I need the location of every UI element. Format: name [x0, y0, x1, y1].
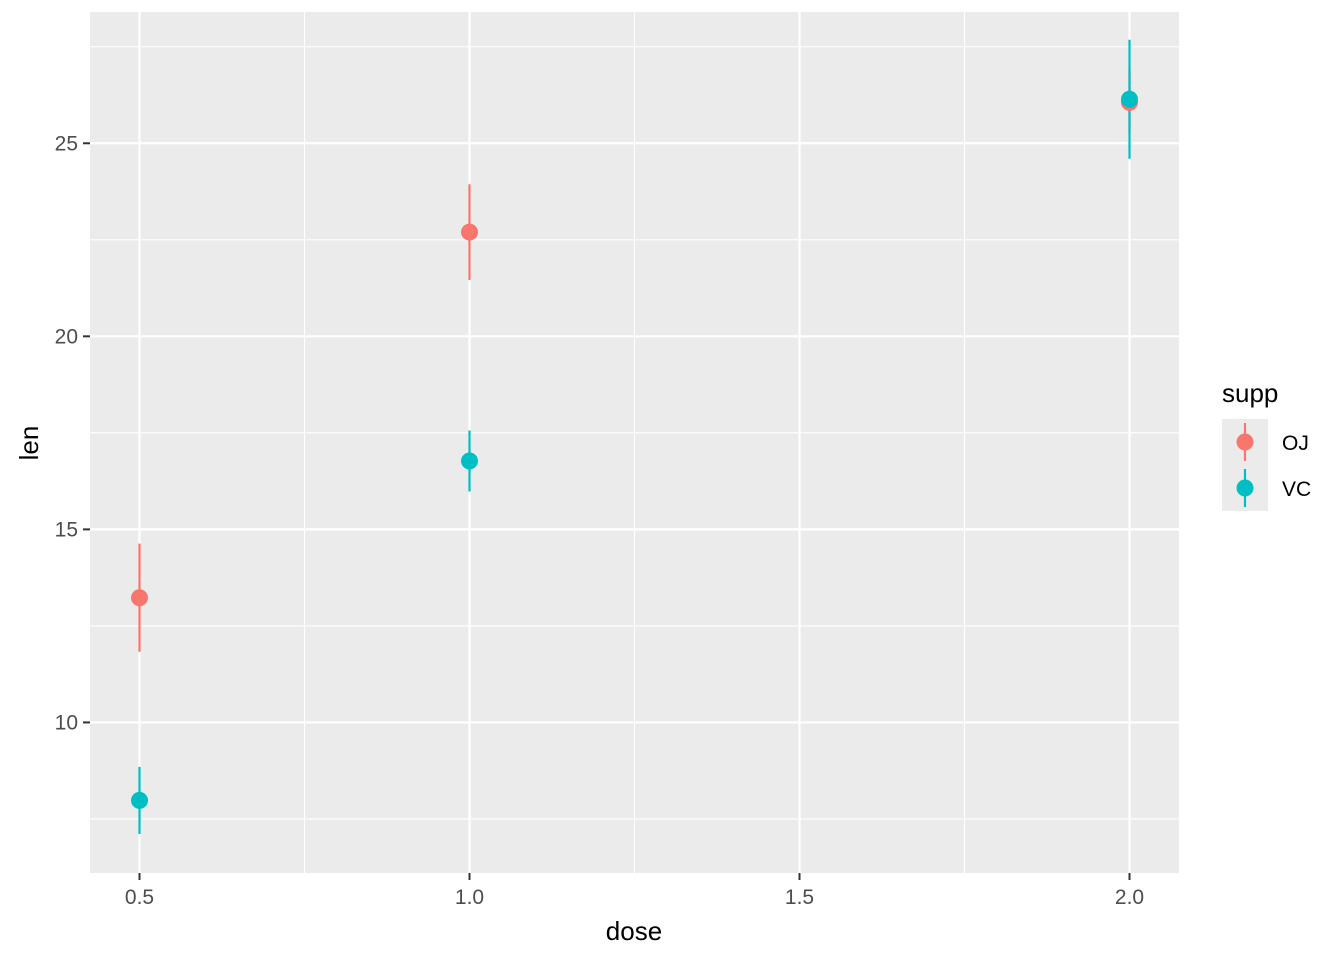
x-tick-label: 1.0	[455, 886, 484, 909]
y-tick-label: 10	[55, 711, 78, 734]
legend-label-vc: VC	[1282, 478, 1311, 501]
x-axis: 0.5 1.0 1.5 2.0	[125, 873, 1144, 909]
point-oj	[131, 589, 148, 607]
y-axis-title: len	[14, 426, 44, 461]
legend-key-point-oj	[1236, 433, 1254, 451]
legend: supp OJ VC	[1222, 378, 1311, 511]
grid-minor	[90, 12, 1179, 873]
x-tick-label: 1.5	[785, 886, 814, 909]
x-tick-label: 2.0	[1115, 886, 1144, 909]
point-vc	[461, 452, 478, 470]
point-oj	[461, 223, 478, 241]
x-tick-label: 0.5	[125, 886, 154, 909]
x-axis-title: dose	[606, 916, 662, 946]
legend-key-point-vc	[1236, 479, 1254, 497]
y-tick-label: 15	[55, 518, 78, 541]
y-tick-label: 25	[55, 132, 78, 155]
legend-title: supp	[1222, 378, 1278, 408]
legend-keys: OJ VC	[1222, 419, 1311, 511]
point-vc	[1121, 90, 1138, 108]
y-axis: 10 15 20 25	[55, 132, 90, 734]
data-points	[131, 90, 1138, 809]
y-tick-label: 20	[55, 325, 78, 348]
legend-label-oj: OJ	[1282, 432, 1309, 455]
point-vc	[131, 791, 148, 809]
